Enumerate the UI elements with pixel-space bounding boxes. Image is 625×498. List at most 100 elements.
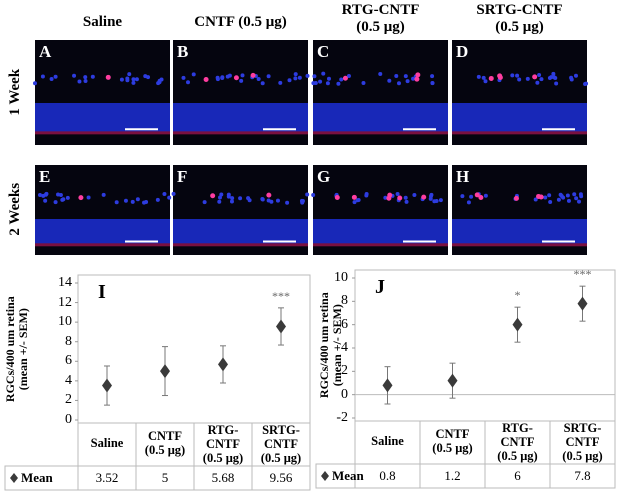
nucleus	[325, 81, 330, 86]
legend-marker	[10, 473, 18, 483]
cell-layer	[452, 103, 587, 133]
labeled-cell	[478, 195, 484, 201]
nucleus	[339, 77, 344, 82]
cell-layer	[35, 219, 170, 245]
nucleus	[266, 198, 271, 203]
cell-layer	[313, 219, 448, 245]
nucleus	[56, 192, 61, 197]
nucleus	[53, 74, 58, 79]
labeled-cell	[421, 194, 427, 200]
y-tick-label: 4	[65, 372, 72, 388]
category-label: Saline	[90, 436, 124, 450]
nucleus	[72, 73, 77, 78]
cell-layer	[452, 219, 587, 245]
table-value: 3.52	[95, 470, 119, 485]
nucleus	[215, 75, 220, 80]
nucleus	[41, 193, 46, 198]
category-label: SRTG- CNTF (0.5 μg)	[260, 423, 302, 465]
nucleus	[395, 191, 400, 196]
labeled-cell	[203, 76, 209, 82]
y-tick-label: 0	[341, 386, 348, 402]
nucleus	[44, 191, 49, 196]
nucleus	[510, 73, 515, 78]
column-header: RTG-CNTF (0.5 μg)	[341, 2, 420, 35]
nucleus	[547, 193, 552, 198]
nucleus	[162, 192, 167, 197]
nucleus	[543, 195, 548, 200]
nucleus	[469, 194, 474, 199]
legend-label: Mean	[21, 470, 53, 485]
y-tick-label: 6	[65, 353, 72, 369]
nucleus	[387, 78, 392, 83]
y-tick-label: 6	[341, 316, 348, 332]
labeled-cell	[397, 195, 403, 201]
nucleus	[460, 194, 465, 199]
nucleus	[305, 73, 310, 78]
nucleus	[225, 74, 230, 79]
nucleus	[481, 75, 486, 80]
nucleus	[566, 198, 571, 203]
cell-layer-edge	[452, 243, 587, 247]
nucleus	[266, 74, 271, 79]
mean-point	[218, 357, 228, 372]
cell-layer-edge	[173, 131, 308, 135]
nucleus	[142, 200, 147, 205]
nucleus	[131, 77, 136, 82]
nucleus	[573, 73, 578, 78]
nucleus	[155, 197, 160, 202]
nucleus	[43, 198, 48, 203]
nucleus	[90, 74, 95, 79]
nucleus	[383, 195, 388, 200]
nucleus	[86, 195, 91, 200]
nucleus	[127, 72, 132, 77]
nucleus	[551, 71, 556, 76]
y-tick-label: 2	[65, 392, 72, 408]
nucleus	[287, 78, 292, 83]
panel-letter: E	[39, 167, 51, 186]
cell-layer	[173, 219, 308, 245]
plot-frame	[354, 269, 616, 422]
nucleus	[361, 80, 366, 85]
nucleus	[515, 73, 520, 78]
nucleus	[583, 82, 588, 87]
nucleus	[33, 81, 38, 86]
nucleus	[101, 192, 106, 197]
nucleus	[260, 81, 265, 86]
nucleus	[131, 80, 136, 85]
significance: ***	[272, 288, 290, 303]
column-header: CNTF (0.5 μg)	[194, 14, 287, 30]
y-tick-label: 8	[65, 333, 72, 349]
nucleus	[517, 77, 522, 82]
nucleus	[346, 73, 351, 78]
nucleus	[312, 74, 317, 79]
nucleus	[430, 81, 435, 86]
panel-letter: C	[317, 42, 330, 61]
cell-layer-edge	[35, 243, 170, 247]
nucleus	[123, 198, 128, 203]
category-label: RTG- CNTF (0.5 μg)	[497, 421, 538, 463]
table-value: 5.68	[211, 470, 235, 485]
nucleus	[438, 198, 443, 203]
nucleus	[318, 79, 323, 84]
labeled-cell	[474, 192, 480, 198]
nucleus	[572, 192, 577, 197]
y-tick-label: 10	[334, 270, 348, 285]
labeled-cell	[532, 74, 538, 80]
nucleus	[217, 199, 222, 204]
nucleus	[293, 76, 298, 81]
cell-layer-edge	[35, 131, 170, 135]
nucleus	[305, 192, 310, 197]
nucleus	[229, 199, 234, 204]
y-axis-label: RGCs/400 um retina (mean +/- SEM)	[316, 292, 344, 399]
nucleus	[548, 199, 553, 204]
table-value: 7.8	[574, 468, 591, 483]
nucleus	[311, 192, 316, 197]
labeled-cell	[488, 75, 494, 81]
category-label: CNTF (0.5 μg)	[432, 427, 473, 455]
nucleus	[336, 81, 341, 86]
nucleus	[313, 81, 318, 86]
labeled-cell	[351, 194, 357, 200]
panel-label: J	[375, 276, 385, 298]
nucleus	[134, 77, 139, 82]
nucleus	[411, 76, 416, 81]
